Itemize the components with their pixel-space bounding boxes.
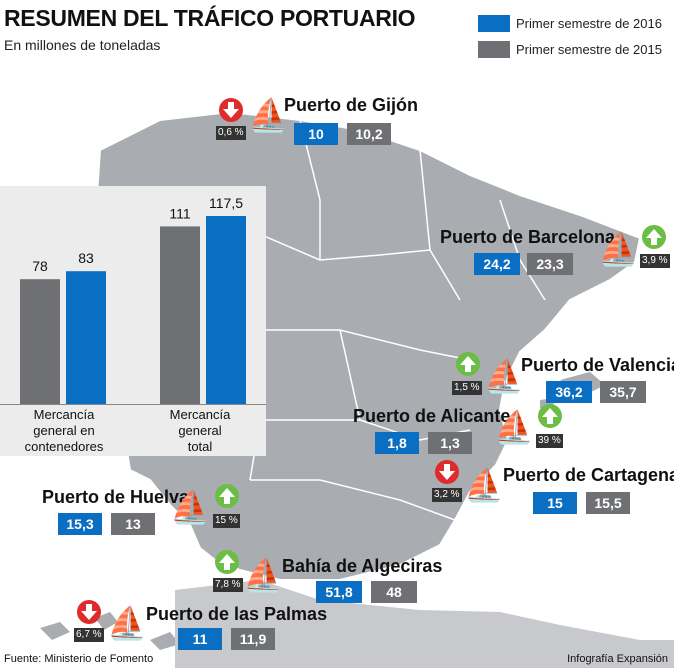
port-change-valencia: 1,5 % [452, 381, 482, 395]
port-value-2016-gijon: 10 [294, 123, 338, 145]
bar-2016-containers [66, 271, 106, 404]
canary-islands [40, 612, 180, 650]
legend-item-2015: Primer semestre de 2015 [478, 38, 664, 60]
legend-item-2016: Primer semestre de 2016 [478, 12, 664, 34]
africa-coast [175, 580, 674, 668]
sailboat-icon: ⛵ [170, 489, 210, 525]
footer-source: Fuente: Ministerio de Fomento [4, 653, 154, 665]
up-arrow-icon [642, 225, 666, 249]
port-value-2016-valencia: 36,2 [546, 381, 592, 403]
bar-2015-total [160, 226, 200, 404]
category-label-containers: Mercancía general en contenedores [24, 407, 104, 454]
page-subtitle: En millones de toneladas [4, 37, 161, 53]
bar-value-label: 117,5 [209, 195, 243, 211]
port-value-2016-barcelona: 24,2 [474, 253, 520, 275]
port-value-2015-las-palmas: 11,9 [231, 628, 275, 650]
bar-2015-containers [20, 279, 60, 404]
port-name-barcelona: Puerto de Barcelona [440, 227, 616, 247]
port-value-2016-cartagena: 15 [533, 492, 577, 514]
footer-credit: Infografía Expansión [567, 653, 668, 665]
up-arrow-icon [456, 352, 480, 376]
port-change-cartagena: 3,2 % [432, 488, 462, 502]
up-arrow-icon [538, 404, 562, 428]
down-arrow-icon [219, 98, 243, 122]
port-name-alicante: Puerto de Alicante [353, 406, 511, 426]
sailboat-icon: ⛵ [484, 358, 524, 394]
port-name-cartagena: Puerto de Cartagena [503, 465, 674, 485]
sailboat-icon: ⛵ [464, 467, 504, 503]
sailboat-icon: ⛵ [494, 409, 534, 445]
port-value-2015-barcelona: 23,3 [527, 253, 573, 275]
bar-value-label: 78 [32, 258, 48, 274]
legend-label-2015: Primer semestre de 2015 [516, 41, 662, 57]
bar-2016-total [206, 216, 246, 404]
port-name-huelva: Puerto de Huelva [42, 487, 190, 507]
up-arrow-icon [215, 484, 239, 508]
chart-panel: 78 83 111 117,5 Mercancía general en contened… [0, 186, 266, 456]
sailboat-icon: ⛵ [598, 231, 638, 267]
chart-divider [0, 404, 266, 405]
port-name-gijon: Puerto de Gijón [284, 95, 419, 115]
port-value-2015-cartagena: 15,5 [586, 492, 630, 514]
port-value-2015-huelva: 13 [111, 513, 155, 535]
port-value-2016-alicante: 1,8 [375, 432, 419, 454]
port-name-valencia: Puerto de Valencia [521, 355, 674, 375]
port-change-alicante: 39 % [536, 434, 563, 448]
port-value-2015-valencia: 35,7 [600, 381, 646, 403]
up-arrow-icon [215, 550, 239, 574]
sailboat-icon: ⛵ [248, 97, 288, 133]
port-change-huelva: 15 % [213, 514, 240, 528]
category-label-total: Mercancía general total [169, 407, 231, 454]
legend-swatch-2016 [478, 14, 510, 32]
port-value-2016-algeciras: 51,8 [316, 581, 362, 603]
bar-value-label: 111 [169, 205, 190, 221]
port-change-algeciras: 7,8 % [213, 578, 243, 592]
down-arrow-icon [435, 460, 459, 484]
port-change-gijon: 0,6 % [216, 126, 246, 140]
legend: Primer semestre de 2016 Primer semestre … [478, 12, 664, 64]
legend-label-2016: Primer semestre de 2016 [516, 15, 662, 31]
page-title: RESUMEN DEL TRÁFICO PORTUARIO [4, 5, 416, 31]
down-arrow-icon [77, 600, 101, 624]
sailboat-icon: ⛵ [243, 557, 283, 593]
bar-value-label: 83 [78, 250, 94, 266]
legend-swatch-2015 [478, 40, 510, 58]
port-value-2016-las-palmas: 11 [178, 628, 222, 650]
sailboat-icon: ⛵ [107, 605, 147, 641]
port-change-las-palmas: 6,7 % [74, 628, 104, 642]
port-name-las-palmas: Puerto de las Palmas [146, 604, 328, 624]
port-value-2016-huelva: 15,3 [58, 513, 102, 535]
port-value-2015-algeciras: 48 [371, 581, 417, 603]
port-value-2015-alicante: 1,3 [428, 432, 472, 454]
port-change-barcelona: 3,9 % [640, 254, 670, 268]
port-value-2015-gijon: 10,2 [347, 123, 391, 145]
port-name-algeciras: Bahía de Algeciras [282, 556, 443, 576]
bar-chart: 78 83 111 117,5 [20, 195, 246, 404]
